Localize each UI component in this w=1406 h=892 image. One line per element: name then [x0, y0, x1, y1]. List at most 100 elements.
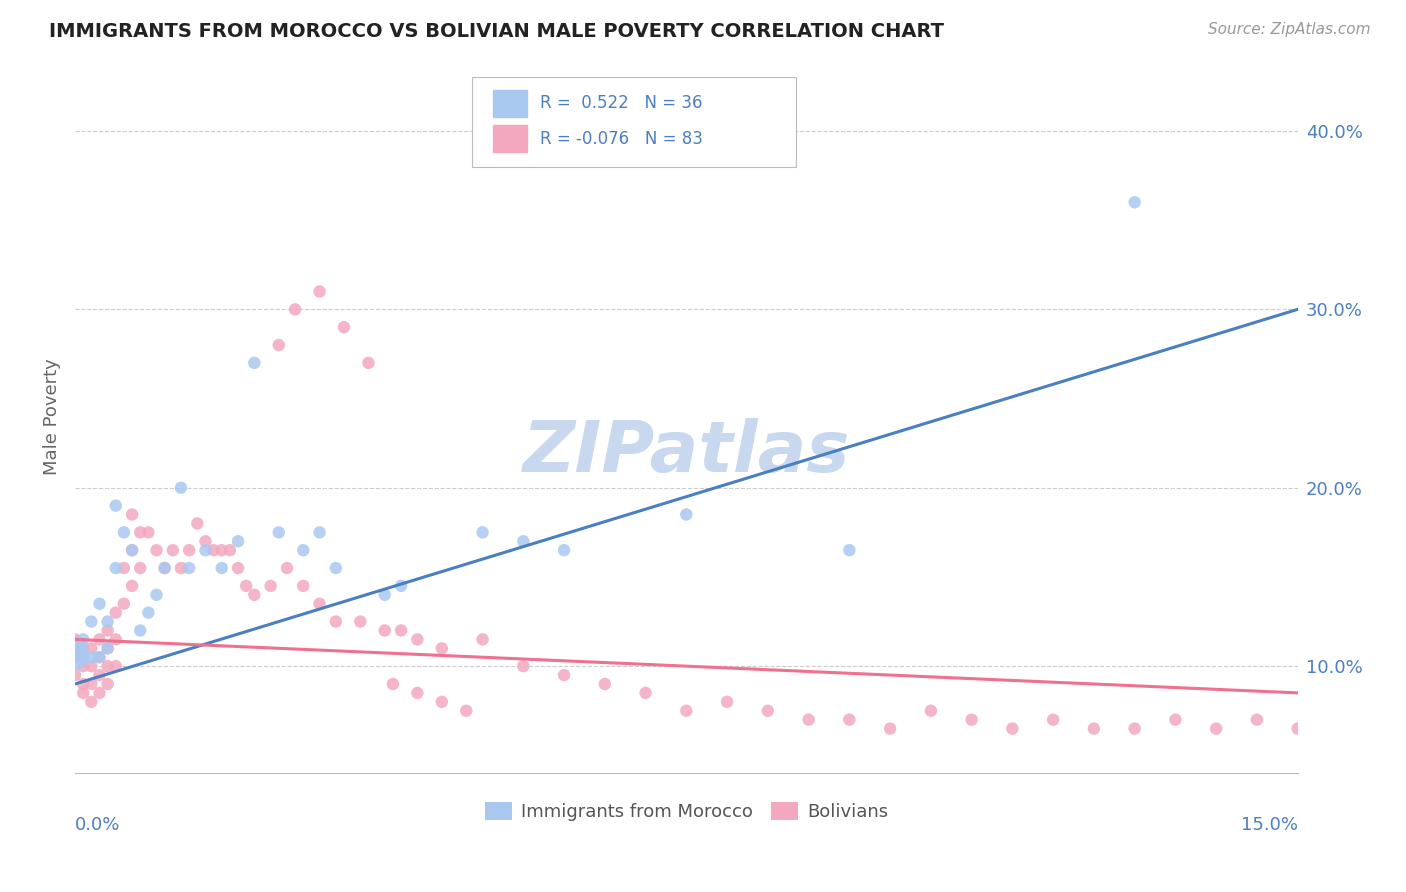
Point: [381, 677, 404, 691]
Point: [675, 508, 697, 522]
Point: [211, 561, 233, 575]
Point: [80, 650, 103, 665]
Point: [63, 650, 86, 665]
Point: [374, 588, 396, 602]
Point: [121, 508, 143, 522]
Point: [1286, 722, 1309, 736]
Point: [456, 704, 478, 718]
Point: [325, 615, 347, 629]
Y-axis label: Male Poverty: Male Poverty: [44, 358, 60, 475]
Point: [104, 499, 127, 513]
Point: [112, 561, 135, 575]
Point: [129, 561, 152, 575]
Point: [179, 543, 201, 558]
Text: 0.0%: 0.0%: [75, 816, 121, 834]
Point: [349, 615, 371, 629]
Point: [325, 561, 347, 575]
Point: [406, 686, 429, 700]
Point: [97, 677, 120, 691]
Text: 15.0%: 15.0%: [1240, 816, 1298, 834]
Point: [756, 704, 779, 718]
Text: ZIPatlas: ZIPatlas: [523, 417, 851, 486]
FancyBboxPatch shape: [472, 78, 796, 167]
Text: R = -0.076   N = 83: R = -0.076 N = 83: [540, 130, 703, 148]
Point: [276, 561, 298, 575]
Point: [593, 677, 616, 691]
Point: [80, 695, 103, 709]
Point: [512, 534, 534, 549]
Point: [194, 534, 217, 549]
Point: [63, 668, 86, 682]
Point: [72, 632, 94, 647]
Point: [292, 579, 315, 593]
Point: [879, 722, 901, 736]
Point: [797, 713, 820, 727]
Point: [308, 285, 330, 299]
Point: [259, 579, 281, 593]
Point: [80, 659, 103, 673]
Point: [186, 516, 208, 531]
Point: [170, 481, 193, 495]
Point: [170, 561, 193, 575]
Point: [112, 525, 135, 540]
Point: [1164, 713, 1187, 727]
Point: [153, 561, 176, 575]
Point: [308, 525, 330, 540]
Point: [1246, 713, 1268, 727]
Point: [63, 641, 86, 656]
Point: [960, 713, 983, 727]
Point: [194, 543, 217, 558]
Point: [471, 632, 494, 647]
Point: [1042, 713, 1064, 727]
Point: [284, 302, 307, 317]
Point: [63, 650, 86, 665]
Point: [97, 641, 120, 656]
Point: [374, 624, 396, 638]
Point: [138, 525, 160, 540]
Point: [80, 677, 103, 691]
Point: [104, 659, 127, 673]
Point: [72, 686, 94, 700]
Text: R =  0.522   N = 36: R = 0.522 N = 36: [540, 95, 702, 112]
Point: [89, 597, 111, 611]
Point: [1123, 195, 1146, 210]
Point: [153, 561, 176, 575]
Point: [675, 704, 697, 718]
Point: [89, 650, 111, 665]
Point: [89, 668, 111, 682]
Point: [1123, 722, 1146, 736]
Point: [243, 356, 266, 370]
Point: [104, 632, 127, 647]
Point: [104, 561, 127, 575]
Point: [634, 686, 657, 700]
Point: [121, 579, 143, 593]
Point: [89, 650, 111, 665]
Point: [129, 525, 152, 540]
Point: [80, 641, 103, 656]
Point: [406, 632, 429, 647]
Point: [553, 543, 575, 558]
Point: [389, 579, 412, 593]
Point: [89, 632, 111, 647]
Point: [308, 597, 330, 611]
Point: [63, 632, 86, 647]
Point: [1083, 722, 1105, 736]
Point: [226, 561, 249, 575]
Text: Source: ZipAtlas.com: Source: ZipAtlas.com: [1208, 22, 1371, 37]
Point: [292, 543, 315, 558]
Point: [218, 543, 240, 558]
Point: [80, 615, 103, 629]
Point: [267, 338, 290, 352]
Point: [226, 534, 249, 549]
Point: [72, 677, 94, 691]
Point: [202, 543, 225, 558]
Point: [104, 606, 127, 620]
Bar: [494, 89, 527, 117]
Point: [162, 543, 184, 558]
Point: [235, 579, 257, 593]
Point: [389, 624, 412, 638]
Point: [1001, 722, 1024, 736]
Point: [243, 588, 266, 602]
Point: [267, 525, 290, 540]
Point: [716, 695, 738, 709]
